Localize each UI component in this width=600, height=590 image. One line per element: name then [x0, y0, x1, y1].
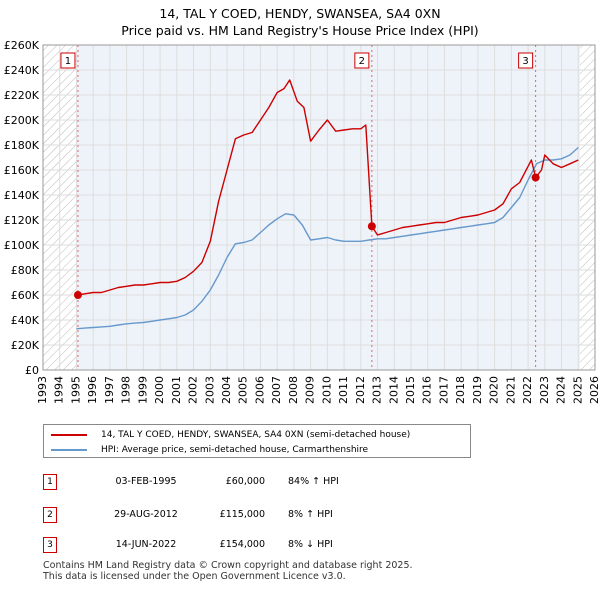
y-tick-label: £200K — [4, 114, 40, 127]
x-tick-label: 2017 — [437, 376, 450, 404]
legend-label-property: 14, TAL Y COED, HENDY, SWANSEA, SA4 0XN … — [101, 430, 411, 440]
transaction-price: £115,000 — [219, 509, 265, 520]
x-tick-label: 2018 — [454, 376, 467, 404]
transaction-price: £60,000 — [225, 476, 265, 487]
x-tick-label: 2004 — [220, 376, 233, 404]
legend-swatch-property — [51, 434, 87, 436]
transaction-label: 1 — [65, 56, 71, 67]
x-tick-label: 1994 — [53, 376, 66, 404]
transaction-marker: 1 — [43, 474, 57, 490]
chart-title: 14, TAL Y COED, HENDY, SWANSEA, SA4 0XN — [159, 6, 441, 21]
y-tick-label: £140K — [4, 189, 40, 202]
transaction-hpi: 8% ↑ HPI — [288, 509, 333, 520]
x-tick-label: 2025 — [571, 376, 584, 404]
y-tick-label: £60K — [11, 289, 40, 302]
x-tick-label: 1993 — [36, 376, 49, 404]
y-tick-label: £100K — [4, 239, 40, 252]
y-tick-label: £0 — [25, 364, 39, 377]
y-tick-label: £240K — [4, 64, 40, 77]
x-tick-label: 2014 — [387, 376, 400, 404]
property-series-line — [77, 79, 579, 296]
transaction-label-box — [354, 52, 370, 69]
transaction-point — [73, 291, 82, 299]
plot-background — [43, 45, 595, 370]
x-tick-label: 1996 — [86, 376, 99, 404]
x-tick-label: 2022 — [521, 376, 534, 404]
x-tick-label: 1995 — [69, 376, 82, 404]
x-tick-label: 2015 — [404, 376, 417, 404]
x-tick-label: 2024 — [555, 376, 568, 404]
x-tick-label: 1997 — [103, 376, 116, 404]
price-chart: £0 £20K £40K £60K £80K £100K £120K £140K £160K £1… — [4, 39, 600, 404]
x-tick-label: 2026 — [588, 376, 600, 404]
x-tick-label: 2001 — [170, 376, 183, 404]
transaction-label-box — [60, 52, 76, 69]
x-tick-label: 2021 — [504, 376, 517, 404]
x-tick-label: 2019 — [471, 376, 484, 404]
chart-legend: 14, TAL Y COED, HENDY, SWANSEA, SA4 0XN … — [43, 424, 471, 458]
transaction-price: £154,000 — [219, 539, 265, 550]
transaction-hpi: 84% ↑ HPI — [288, 476, 339, 487]
x-tick-label: 2020 — [488, 376, 501, 404]
transaction-label-box — [518, 52, 534, 69]
transaction-marker: 2 — [43, 507, 57, 523]
plot-border — [42, 44, 596, 371]
x-tick-label: 2006 — [253, 376, 266, 404]
chart-subtitle: Price paid vs. HM Land Registry's House … — [121, 23, 479, 38]
transaction-point — [367, 222, 376, 231]
x-tick-label: 2013 — [371, 376, 384, 404]
x-tick-label: 2011 — [337, 376, 350, 404]
transaction-label: 2 — [359, 56, 365, 67]
transaction-date: 14-JUN-2022 — [115, 539, 177, 550]
legend-item-property: 14, TAL Y COED, HENDY, SWANSEA, SA4 0XN … — [51, 428, 410, 442]
x-tick-label: 2008 — [287, 376, 300, 404]
transaction-point — [531, 173, 540, 182]
transaction-date: 29-AUG-2012 — [114, 509, 178, 520]
x-tick-label: 2003 — [203, 376, 216, 404]
y-tick-label: £260K — [4, 39, 40, 52]
y-tick-label: £20K — [11, 339, 40, 352]
x-tick-label: 2005 — [237, 376, 250, 404]
x-tick-label: 2016 — [421, 376, 434, 404]
transaction-date: 03-FEB-1995 — [115, 476, 177, 487]
x-tick-label: 2002 — [187, 376, 200, 404]
x-tick-label: 2023 — [538, 376, 551, 404]
hatched-region — [579, 45, 595, 370]
x-tick-label: 1999 — [136, 376, 149, 404]
series-group — [76, 79, 579, 330]
transaction-label: 3 — [522, 56, 528, 67]
footer-licence: This data is licensed under the Open Gov… — [43, 571, 346, 582]
y-tick-label: £180K — [4, 139, 40, 152]
y-tick-label: £80K — [11, 264, 40, 277]
y-tick-label: £220K — [4, 89, 40, 102]
x-tick-label: 1998 — [120, 376, 133, 404]
y-tick-label: £160K — [4, 164, 40, 177]
transaction-marker: 3 — [43, 537, 57, 553]
y-tick-label: £40K — [11, 314, 40, 327]
x-tick-label: 2012 — [354, 376, 367, 404]
footer-copyright: Contains HM Land Registry data © Crown c… — [43, 560, 413, 571]
y-tick-label: £120K — [4, 214, 40, 227]
legend-item-hpi: HPI: Average price, semi-detached house,… — [51, 443, 368, 457]
x-tick-label: 2010 — [320, 376, 333, 404]
x-tick-label: 2000 — [153, 376, 166, 404]
hpi-series-line — [76, 146, 579, 330]
transaction-hpi: 8% ↓ HPI — [288, 539, 333, 550]
legend-label-hpi: HPI: Average price, semi-detached house,… — [101, 445, 369, 455]
x-tick-label: 2007 — [270, 376, 283, 404]
legend-swatch-hpi — [51, 449, 87, 451]
x-tick-label: 2009 — [304, 376, 317, 404]
